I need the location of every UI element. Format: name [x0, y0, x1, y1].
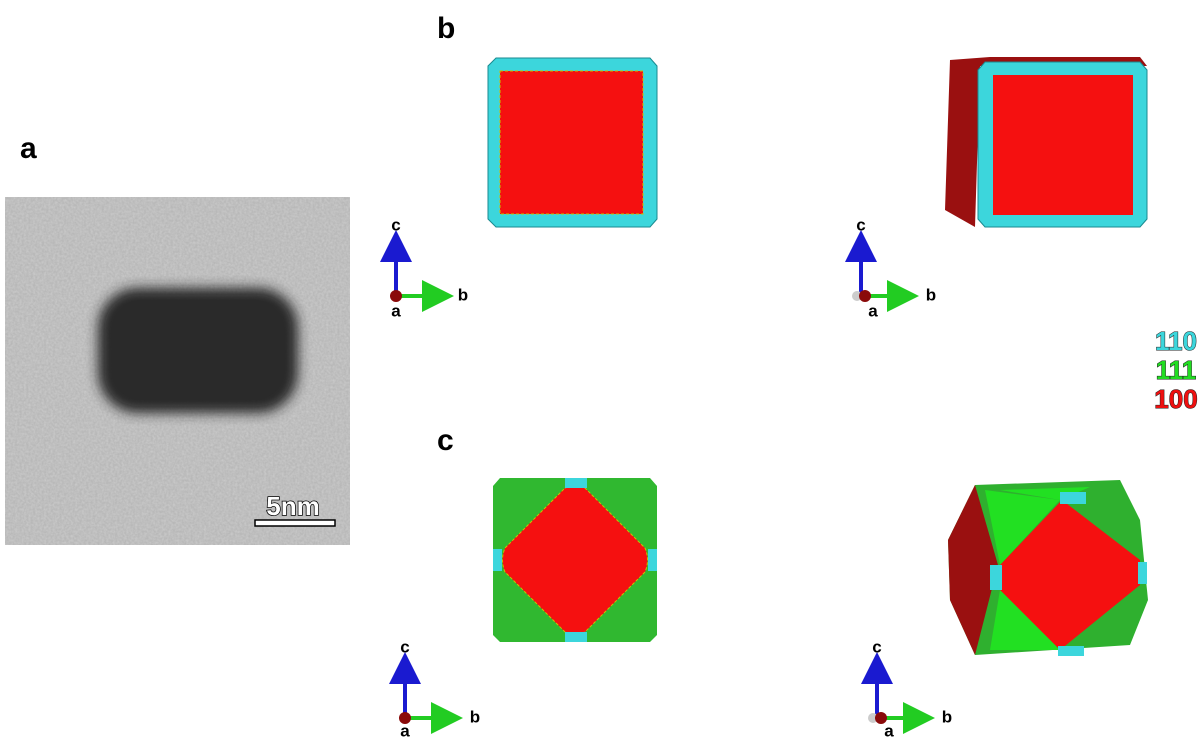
- axis-label: a: [884, 721, 894, 738]
- legend-entry: 110: [1155, 326, 1197, 356]
- axis-label: b: [942, 707, 952, 726]
- cuboctahedron-perspective: [948, 480, 1148, 656]
- cuboctahedron-front: [493, 478, 657, 642]
- axis-triad: c b a: [390, 215, 468, 320]
- axis-label: b: [926, 285, 936, 304]
- panel-label: c: [437, 424, 454, 457]
- cube-front: [488, 58, 657, 227]
- axis-label: c: [400, 637, 409, 656]
- axis-label: a: [391, 301, 401, 320]
- legend-entry: 111: [1156, 355, 1197, 385]
- axis-label: b: [458, 285, 468, 304]
- axis-label: c: [872, 637, 881, 656]
- axis-label: a: [868, 301, 878, 320]
- axis-label: c: [391, 215, 400, 234]
- figure: a 5nm b c: [0, 0, 1199, 738]
- scale-bar: [255, 520, 335, 526]
- cube-perspective: [945, 57, 1147, 227]
- axis-triad: c b a: [852, 215, 936, 320]
- panel-label: a: [20, 132, 37, 165]
- legend-entry: 100: [1154, 384, 1197, 414]
- axis-label: c: [856, 215, 865, 234]
- axis-triad: c b a: [399, 637, 480, 738]
- scale-bar-label: 5nm: [266, 491, 319, 521]
- axis-label: b: [470, 707, 480, 726]
- panel-label: b: [437, 12, 455, 45]
- axis-label: a: [400, 721, 410, 738]
- axis-triad: c b a: [868, 637, 952, 738]
